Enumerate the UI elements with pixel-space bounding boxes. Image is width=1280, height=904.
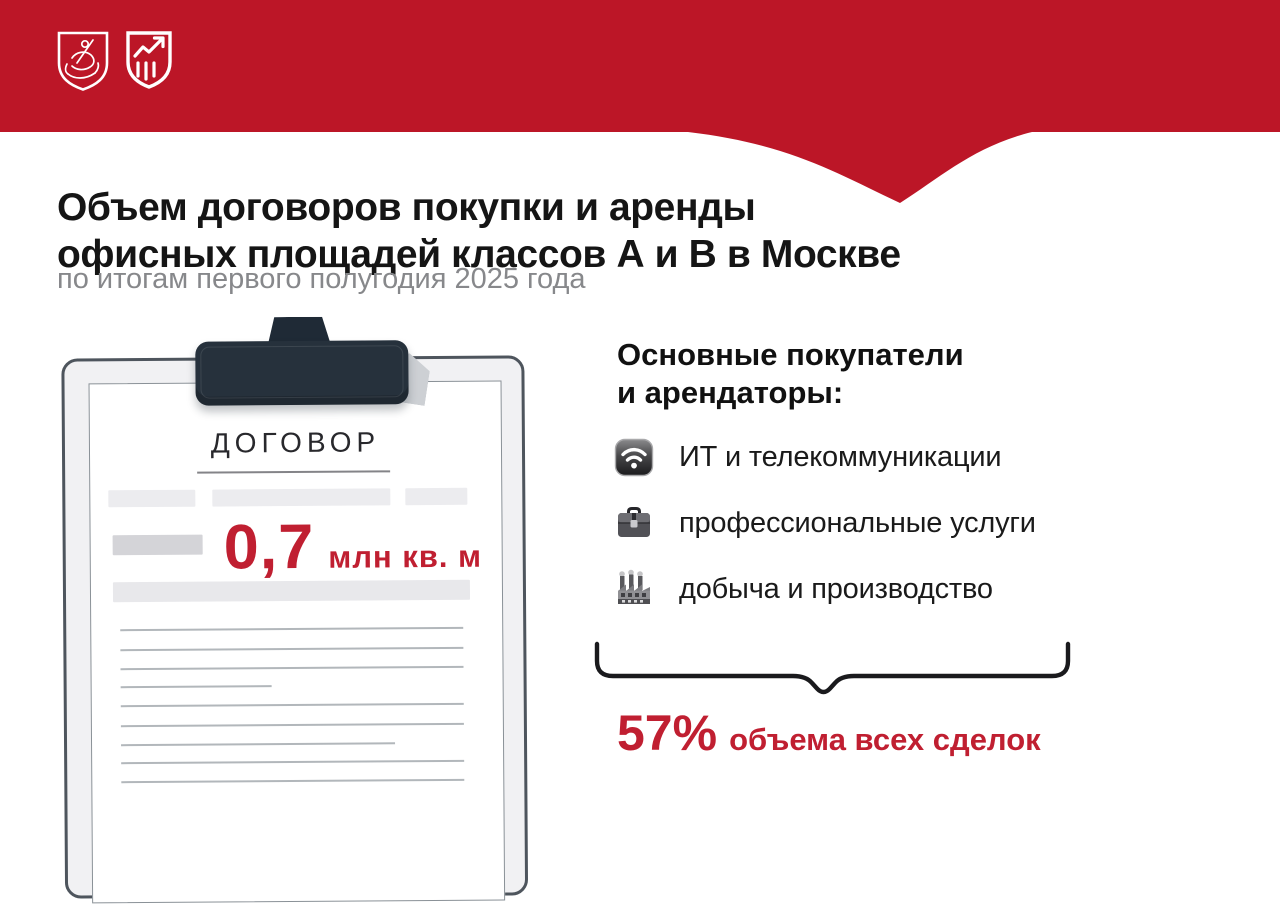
- ruled-line: [121, 778, 465, 784]
- list-item-label: профессиональные услуги: [679, 506, 1036, 539]
- contract-clipboard-illustration: ДОГОВОР 0,7 млн кв. м: [53, 313, 537, 904]
- ruled-line: [120, 722, 464, 728]
- list-item-label: ИТ и телекоммуникации: [679, 440, 1002, 473]
- deals-share-stat: 57% объема всех сделок: [617, 704, 1041, 762]
- stat-value: 57%: [617, 705, 718, 761]
- ruled-line: [120, 702, 464, 708]
- ruled-line: [120, 685, 272, 689]
- page-title: Объем договоров покупки и аренды офисных…: [57, 184, 901, 278]
- contract-paper: ДОГОВОР 0,7 млн кв. м: [88, 380, 506, 904]
- deal-volume-unit: млн кв. м: [328, 538, 483, 575]
- ruled-line: [121, 759, 465, 765]
- clipboard-clip: [195, 340, 409, 406]
- list-item-it-telecom: ИТ и телекоммуникации: [614, 437, 1094, 477]
- list-item-professional-services: профессиональные услуги: [614, 503, 1094, 543]
- placeholder-bar: [108, 489, 196, 508]
- brace-bracket: [594, 641, 1071, 695]
- placeholder-bar: [405, 487, 468, 506]
- contract-doc-title: ДОГОВОР: [210, 426, 381, 459]
- buyers-heading-line2: и арендаторы:: [617, 375, 844, 410]
- ruled-line: [121, 742, 396, 747]
- placeholder-bar: [112, 534, 203, 556]
- briefcase-icon: [614, 503, 654, 543]
- wifi-icon: [614, 437, 654, 477]
- list-item-mining-production: добыча и производство: [614, 569, 1094, 609]
- header-band: [0, 0, 1280, 203]
- moscow-coat-of-arms-logo: [57, 31, 109, 91]
- list-item-label: добыча и производство: [679, 572, 993, 605]
- ruled-line: [120, 626, 464, 632]
- page-title-line2: офисных площадей классов А и В в Москве: [57, 233, 901, 277]
- stat-label: объема всех сделок: [729, 722, 1041, 757]
- page-subtitle: по итогам первого полугодия 2025 года: [57, 263, 586, 295]
- clipboard-clip-knob: [268, 317, 330, 343]
- infographic-page: { "colors": { "accent_red": "#bc1627", "…: [0, 0, 1280, 853]
- placeholder-bar: [212, 488, 391, 507]
- factory-icon: [614, 569, 654, 609]
- deal-volume-value: 0,7 млн кв. м: [223, 510, 482, 584]
- analytics-shield-logo: [126, 31, 172, 89]
- deal-volume-number: 0,7: [223, 511, 315, 583]
- buyers-heading-line1: Основные покупатели: [617, 337, 964, 372]
- placeholder-bar: [112, 579, 471, 603]
- buyers-heading: Основные покупатели и арендаторы:: [617, 336, 964, 412]
- buyers-list: ИТ и телекоммуникации профессиональные у…: [614, 437, 1094, 609]
- page-title-line1: Объем договоров покупки и аренды: [57, 186, 756, 230]
- ruled-line: [120, 665, 464, 671]
- ruled-line: [120, 646, 464, 652]
- doc-title-underline: [197, 470, 391, 474]
